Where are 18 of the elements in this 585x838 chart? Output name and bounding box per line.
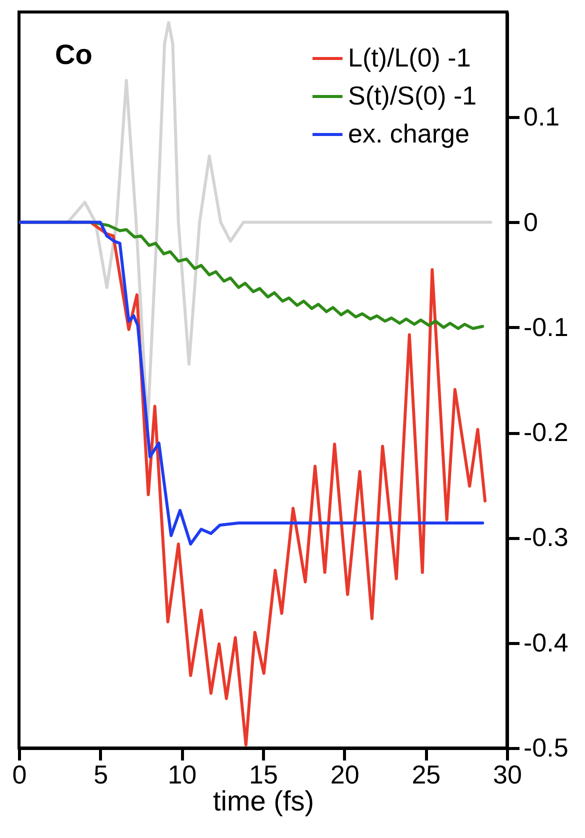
x-tick-label: 20	[330, 760, 360, 790]
annotation: Co	[55, 39, 92, 70]
y-tick-label: -0.3	[524, 522, 568, 552]
x-tick-label: 10	[168, 760, 197, 790]
y-tick-label: -0.5	[524, 732, 568, 762]
line-series	[19, 220, 484, 546]
x-tick-label: 5	[94, 760, 108, 790]
legend-label: S(t)/S(0) -1	[348, 80, 477, 110]
y-tick-label: -0.2	[524, 417, 568, 448]
legend-label: L(t)/L(0) -1	[348, 42, 471, 72]
x-tick-label: 0	[12, 760, 27, 790]
y-tick-label: 0	[524, 206, 538, 237]
x-tick-label: 25	[412, 760, 441, 790]
y-tick-label: -0.4	[524, 627, 568, 658]
legend-label: ex. charge	[348, 118, 470, 148]
y-tick-label: -0.1	[524, 312, 568, 342]
y-tick-label: 0.1	[524, 102, 560, 132]
x-tick-label: 30	[493, 760, 522, 790]
